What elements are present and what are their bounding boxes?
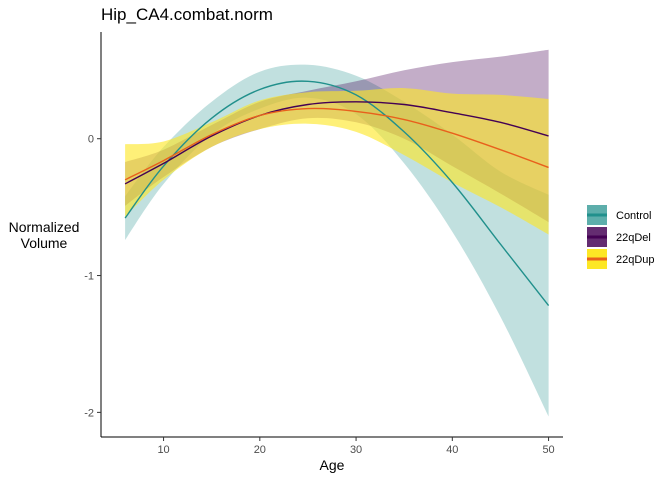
x-tick-label: 50 — [542, 444, 554, 456]
series-line-22qdup — [124, 107, 549, 181]
legend-label: 22qDup — [616, 254, 655, 266]
legend-label: Control — [616, 210, 651, 222]
plot-area — [124, 49, 550, 417]
y-tick-label: -2 — [84, 407, 94, 419]
x-tick-label: 30 — [350, 444, 362, 456]
legend-label: 22qDel — [616, 232, 651, 244]
x-ticks: 10 20 30 40 50 — [157, 437, 555, 456]
legend-item-control: Control — [587, 205, 651, 225]
y-ticks: 0 -1 -2 — [84, 134, 101, 419]
axes — [100, 32, 563, 438]
x-tick-label: 40 — [446, 444, 458, 456]
legend-item-22qdup: 22qDup — [587, 249, 655, 269]
y-axis-title-line: Normalized — [9, 219, 80, 235]
x-axis-title: Age — [320, 457, 345, 473]
legend: Control 22qDel 22qDup — [587, 205, 655, 269]
series-line-control — [124, 80, 550, 307]
y-axis-title-line: Volume — [21, 235, 68, 251]
y-tick-label: 0 — [88, 134, 94, 146]
legend-item-22qdel: 22qDel — [587, 227, 651, 247]
y-tick-label: -1 — [84, 271, 94, 283]
series-line-22qdel — [124, 101, 549, 185]
chart-title: Hip_CA4.combat.norm — [101, 5, 273, 24]
x-tick-label: 10 — [157, 444, 169, 456]
x-tick-label: 20 — [254, 444, 266, 456]
confidence-band-22qdup — [125, 88, 549, 235]
y-axis-title: Normalized Volume — [9, 219, 80, 251]
